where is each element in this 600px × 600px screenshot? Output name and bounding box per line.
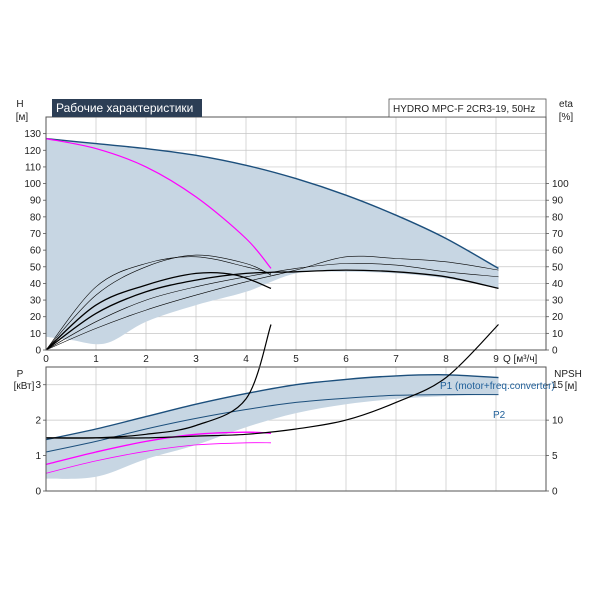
top-x-tick: 1 [93, 354, 99, 365]
bottom-y-left-tick: 1 [35, 451, 41, 462]
top-y-right-tick: 10 [552, 329, 564, 340]
top-y-right-tick: 70 [552, 229, 564, 240]
top-y-right-tick: 20 [552, 312, 564, 323]
top-y-right-tick: 40 [552, 279, 564, 290]
top-y-right-tick: 90 [552, 196, 564, 207]
top-y-right-tick: 50 [552, 262, 564, 273]
y-right-unit: [%] [559, 112, 574, 123]
y-left-label: H [16, 99, 23, 110]
p-axis-label: P [17, 369, 24, 380]
top-x-tick: 7 [393, 354, 399, 365]
top-y-left-tick: 60 [30, 246, 42, 257]
top-y-left-tick: 30 [30, 296, 42, 307]
npsh-axis-label: NPSH [554, 369, 582, 380]
top-y-left-tick: 40 [30, 279, 42, 290]
top-x-tick: 3 [193, 354, 199, 365]
top-y-left-tick: 20 [30, 312, 42, 323]
top-y-left-tick: 50 [30, 262, 42, 273]
y-left-unit: [м] [16, 112, 29, 123]
top-chart-ticks: 0102030405060708090100110120130010203040… [24, 129, 569, 365]
top-y-left-tick: 0 [35, 346, 41, 357]
bottom-y-left-tick: 2 [35, 416, 41, 427]
x-axis-label: Q [м³/ч] [503, 354, 538, 365]
top-x-tick: 2 [143, 354, 149, 365]
series-eta-single-thin-2 [45, 256, 272, 351]
top-y-right-tick: 100 [552, 179, 569, 190]
npsh-axis-unit: [м] [565, 381, 578, 392]
chart-title: Рабочие характеристики [56, 101, 193, 115]
top-chart-operating-range [46, 138, 499, 345]
top-y-left-tick: 10 [30, 329, 42, 340]
top-y-right-tick: 60 [552, 246, 564, 257]
series-eta-single-thin-1 [45, 254, 272, 351]
top-y-left-tick: 90 [30, 196, 42, 207]
top-y-left-tick: 70 [30, 229, 42, 240]
top-y-right-tick: 80 [552, 212, 564, 223]
series-label-p2: P2 [493, 410, 506, 421]
top-y-right-tick: 30 [552, 296, 564, 307]
top-x-tick: 0 [43, 354, 49, 365]
top-y-left-tick: 80 [30, 212, 42, 223]
top-x-tick: 8 [443, 354, 449, 365]
bottom-y-left-tick: 3 [35, 380, 41, 391]
top-chart-series [45, 137, 499, 351]
model-label: HYDRO MPC-F 2CR3-19, 50Hz [393, 104, 535, 115]
p-axis-unit: [кВт] [14, 381, 35, 392]
model-box [388, 98, 547, 118]
bottom-chart-operating-range [46, 374, 499, 479]
bottom-y-left-tick: 0 [35, 487, 41, 498]
top-y-right-tick: 0 [552, 346, 558, 357]
series-P2-single [45, 442, 272, 474]
bottom-y-right-tick: 10 [552, 416, 564, 427]
top-operating-range-area [46, 138, 499, 345]
series-eta-thin-2 [45, 255, 499, 351]
series-NPSH-max [46, 324, 499, 439]
bottom-chart-frame [45, 366, 547, 492]
top-y-left-tick: 120 [24, 146, 41, 157]
bottom-y-right-tick: 15 [552, 380, 564, 391]
bottom-chart-ticks: 0 1 2 3 0 5 10 15 [35, 380, 563, 497]
series-NPSH-single [45, 324, 272, 439]
series-P1-max [45, 374, 499, 441]
top-y-left-tick: 100 [24, 179, 41, 190]
series-eta-thin-1 [45, 263, 499, 351]
top-x-tick: 5 [293, 354, 299, 365]
bottom-chart-series [45, 324, 499, 474]
series-H-single [45, 138, 272, 269]
series-eta-single [45, 271, 272, 351]
top-y-left-tick: 130 [24, 129, 41, 140]
series-H-max [45, 137, 499, 270]
top-y-left-tick: 110 [25, 162, 41, 173]
y-right-label: eta [559, 99, 573, 110]
bottom-y-right-tick: 0 [552, 487, 558, 498]
top-x-tick: 4 [243, 354, 249, 365]
chart-title-bar [52, 99, 202, 117]
series-P2-max [45, 394, 499, 453]
top-x-tick: 6 [343, 354, 349, 365]
bottom-operating-range-area [46, 374, 499, 479]
bottom-y-right-tick: 5 [552, 451, 558, 462]
top-x-tick: 9 [493, 354, 499, 365]
series-label-p1: P1 (motor+freq.converter) [440, 381, 555, 392]
